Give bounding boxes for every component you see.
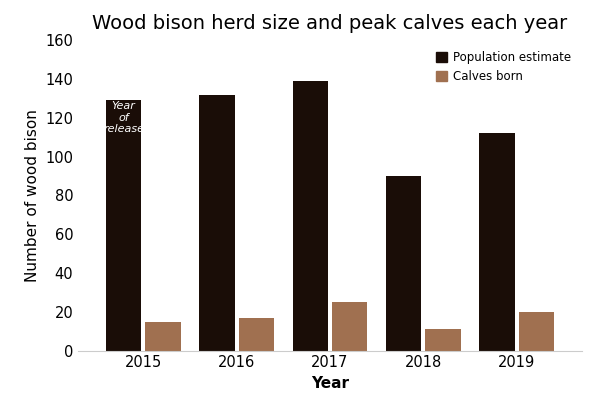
Y-axis label: Number of wood bison: Number of wood bison [25,109,40,282]
Bar [145,322,181,351]
Bar [425,329,461,351]
Bar [106,100,142,351]
Bar [332,302,367,351]
Bar [239,318,274,351]
Bar [293,81,328,351]
X-axis label: Year: Year [311,376,349,391]
Title: Wood bison herd size and peak calves each year: Wood bison herd size and peak calves eac… [92,14,568,33]
Bar [386,176,421,351]
Legend: Population estimate, Calves born: Population estimate, Calves born [431,46,576,87]
Bar [518,312,554,351]
Bar [199,95,235,351]
Text: Year
of
release: Year of release [103,101,144,135]
Bar [479,133,515,351]
